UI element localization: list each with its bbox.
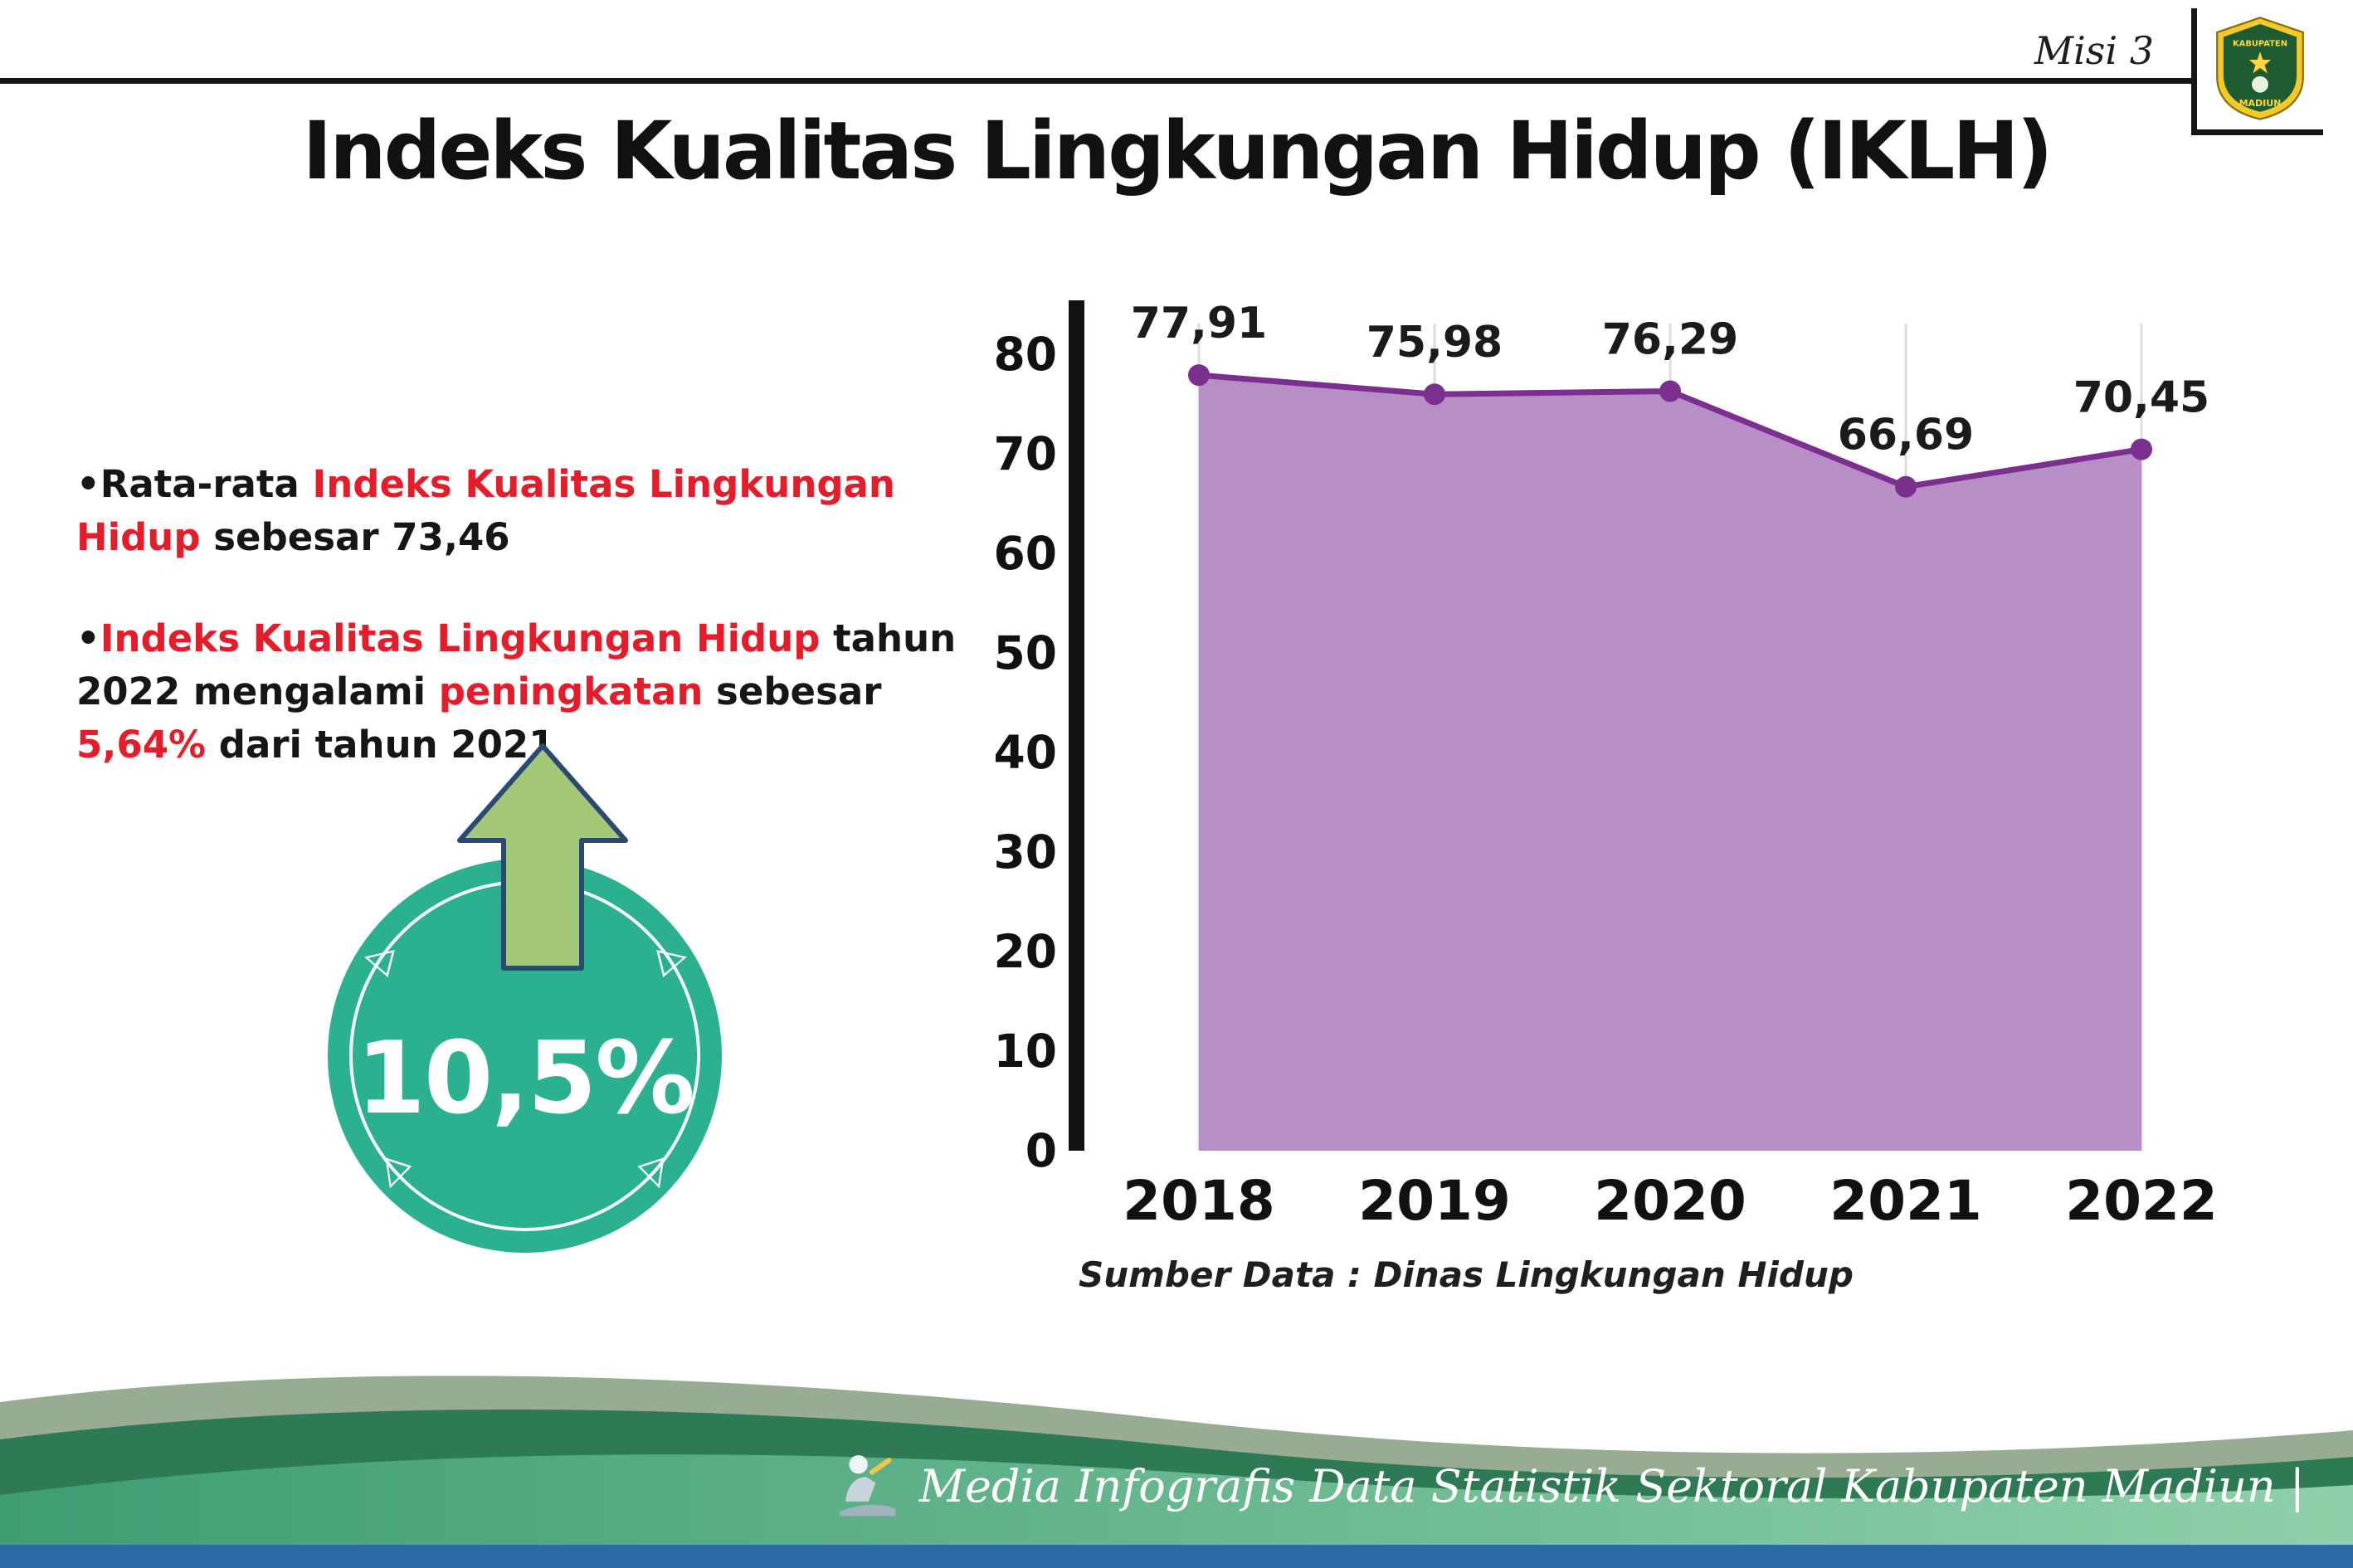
bullet2-text-a: tahun 2022 mengalami xyxy=(76,616,957,713)
bullet-average: •Rata-rata Indeks Kualitas Lingkungan Hi… xyxy=(76,458,1014,564)
bullet-dot: • xyxy=(76,462,100,506)
footer-credit: Media Infografis Data Statistik Sektoral… xyxy=(831,1450,2305,1522)
source-note: Sumber Data : Dinas Lingkungan Hidup xyxy=(1079,1254,1854,1295)
logo-frame: KABUPATEN MADIUN xyxy=(2191,8,2323,135)
page-title: Indeks Kualitas Lingkungan Hidup (IKLH) xyxy=(302,105,2053,197)
star-icon xyxy=(2248,51,2272,74)
svg-text:30: 30 xyxy=(993,825,1057,879)
svg-text:76,29: 76,29 xyxy=(1602,315,1738,365)
svg-text:70,45: 70,45 xyxy=(2073,373,2209,423)
svg-text:75,98: 75,98 xyxy=(1366,318,1503,368)
iklh-area-chart-svg: 77,91 75,98 76,29 66,69 70,45 0 10 20 30 40 50 60 70… xyxy=(993,299,2218,1233)
svg-text:40: 40 xyxy=(993,726,1057,779)
svg-text:20: 20 xyxy=(993,925,1057,978)
svg-text:2022: 2022 xyxy=(2065,1169,2218,1233)
bullet1-highlight: Indeks Kualitas Lingkungan Hidup xyxy=(76,462,895,559)
up-arrow-icon xyxy=(457,743,628,971)
footer-credit-text: Media Infografis Data Statistik Sektoral… xyxy=(918,1459,2305,1512)
bullet2-highlight: Indeks Kualitas Lingkungan Hidup xyxy=(100,616,821,660)
svg-text:50: 50 xyxy=(993,626,1057,679)
writer-mascot-icon xyxy=(840,1455,896,1517)
svg-text:70: 70 xyxy=(993,427,1057,480)
kabupaten-madiun-logo: KABUPATEN MADIUN xyxy=(2216,17,2304,120)
svg-text:77,91: 77,91 xyxy=(1131,299,1267,348)
svg-text:60: 60 xyxy=(993,527,1057,580)
logo-bottom-text: MADIUN xyxy=(2239,98,2282,109)
bullet1-value: sebesar 73,46 xyxy=(200,514,510,559)
logo-emblem xyxy=(2252,75,2268,93)
svg-text:2020: 2020 xyxy=(1594,1169,1746,1233)
bullet2-text-b: sebesar xyxy=(703,669,882,713)
footer-wave-decoration xyxy=(0,1376,2353,1568)
bullet2-keyword: peningkatan xyxy=(438,669,704,713)
svg-text:2021: 2021 xyxy=(1829,1169,1982,1233)
iklh-area-chart: 77,91 75,98 76,29 66,69 70,45 0 10 20 30 40 50 60 70… xyxy=(979,292,2248,1271)
logo-top-text: KABUPATEN xyxy=(2233,39,2287,48)
svg-text:0: 0 xyxy=(1025,1124,1057,1177)
bullet-dot: • xyxy=(76,616,100,660)
header-rule xyxy=(0,78,2197,84)
svg-text:66,69: 66,69 xyxy=(1838,411,1974,460)
key-findings: •Rata-rata Indeks Kualitas Lingkungan Hi… xyxy=(76,458,1014,819)
svg-text:10: 10 xyxy=(993,1025,1057,1078)
misi-label: Misi 3 xyxy=(2034,28,2154,73)
badge-value: 10,5% xyxy=(356,1021,694,1137)
bullet-increase: •Indeks Kualitas Lingkungan Hidup tahun … xyxy=(76,612,1014,772)
bullet2-percent: 5,64% xyxy=(76,722,207,767)
svg-text:2019: 2019 xyxy=(1358,1169,1511,1233)
svg-text:80: 80 xyxy=(993,328,1057,381)
bullet1-text: Rata-rata xyxy=(100,462,313,506)
bullet2-text-c: dari tahun 2021 xyxy=(206,722,555,767)
svg-text:2018: 2018 xyxy=(1123,1169,1275,1233)
